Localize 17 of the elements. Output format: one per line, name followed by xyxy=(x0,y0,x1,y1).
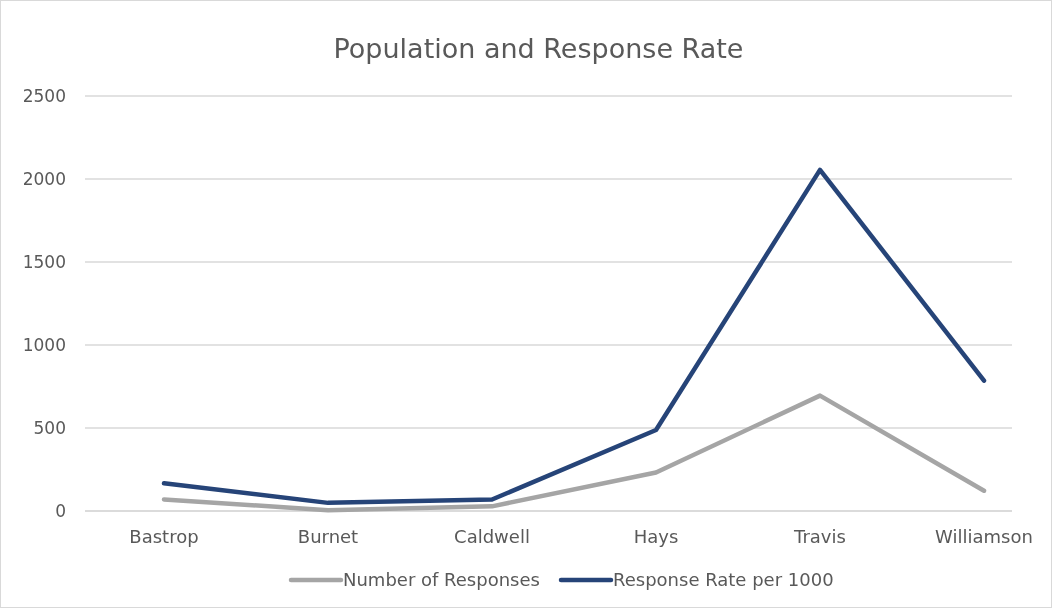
line-series xyxy=(161,393,987,513)
y-tick-label: 500 xyxy=(33,417,66,438)
x-tick-label: Caldwell xyxy=(454,526,530,547)
x-tick-label: Bastrop xyxy=(129,526,199,547)
legend-label: Number of Responses xyxy=(343,569,540,591)
x-tick-label: Williamson xyxy=(935,526,1033,547)
chart-title: Population and Response Rate xyxy=(333,33,744,64)
y-tick-label: 1500 xyxy=(22,251,66,272)
x-tick-label: Travis xyxy=(793,526,846,547)
x-tick-label: Hays xyxy=(633,526,679,547)
line-series xyxy=(161,167,987,506)
y-tick-label: 0 xyxy=(55,500,66,521)
y-tick-label: 1000 xyxy=(22,334,66,355)
y-tick-label: 2000 xyxy=(22,168,66,189)
x-tick-label: Burnet xyxy=(297,526,359,547)
legend-label: Response Rate per 1000 xyxy=(613,569,834,591)
y-tick-label: 2500 xyxy=(22,85,66,106)
